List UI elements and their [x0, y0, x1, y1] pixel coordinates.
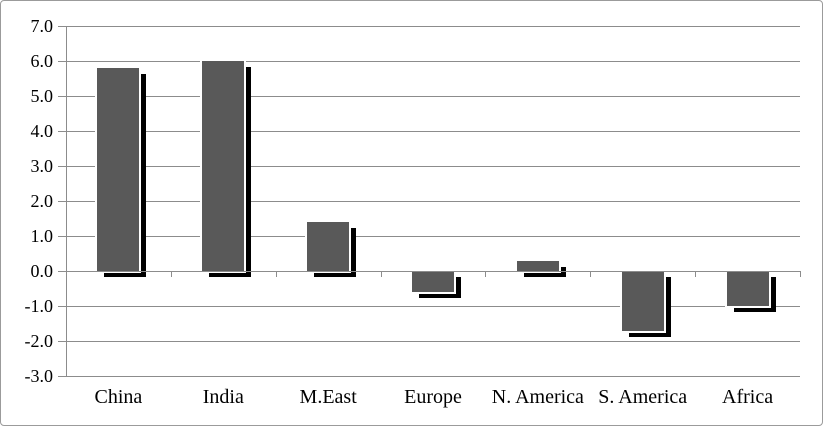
x-axis-tick	[66, 271, 67, 277]
gridline	[66, 166, 800, 167]
x-axis-category-label: N. America	[491, 386, 584, 408]
y-axis-tick-label: 7.0	[30, 16, 54, 36]
x-axis-tick	[275, 271, 277, 277]
bar-china	[95, 66, 142, 273]
y-axis-tick	[58, 201, 66, 202]
bar-europe	[410, 269, 456, 294]
gridline	[66, 131, 800, 132]
x-axis-category-label: China	[94, 386, 143, 408]
y-axis-tick	[58, 166, 66, 167]
y-axis-tick	[58, 376, 66, 377]
x-axis-category-label: S. America	[598, 386, 688, 408]
y-axis-tick-label: 0.0	[30, 261, 54, 281]
y-axis-tick	[58, 26, 66, 27]
y-axis-tick	[58, 306, 66, 307]
gridline	[66, 201, 800, 202]
bar-n-america	[514, 258, 561, 273]
zero-axis-line	[66, 271, 800, 272]
bar-india	[200, 59, 247, 273]
gridline	[66, 96, 800, 97]
y-axis-tick	[58, 131, 66, 132]
y-axis-tick	[58, 271, 66, 272]
y-axis-tick-label: 1.0	[30, 226, 54, 246]
y-axis-tick-label: 6.0	[30, 51, 54, 71]
y-axis-tick-label: -2.0	[24, 331, 54, 351]
y-axis-tick-label: 3.0	[30, 156, 54, 176]
gridline	[66, 306, 800, 307]
gridline	[66, 341, 800, 342]
y-axis-tick	[58, 96, 66, 97]
x-axis-category-label: Europe	[404, 386, 462, 408]
x-axis-tick	[590, 271, 592, 277]
x-axis-category-label: India	[202, 386, 244, 408]
y-axis-tick	[58, 341, 66, 342]
gridline	[66, 61, 800, 62]
y-axis-tick	[58, 61, 66, 62]
x-axis-tick	[485, 271, 487, 277]
x-axis-category-label: Africa	[722, 386, 774, 408]
y-axis-tick-label: 5.0	[30, 86, 54, 106]
y-axis-tick-label: 2.0	[30, 191, 54, 211]
x-axis-tick	[800, 271, 801, 277]
y-axis-tick	[58, 236, 66, 237]
gridline	[66, 26, 800, 27]
x-axis-category-label: M.East	[299, 386, 357, 408]
bar-africa	[724, 269, 771, 308]
gridline	[66, 376, 800, 377]
gridline	[66, 236, 800, 237]
y-axis-line	[66, 26, 67, 376]
x-axis-tick	[380, 271, 382, 277]
x-axis-tick	[695, 271, 697, 277]
y-axis-tick-label: 4.0	[30, 121, 54, 141]
bar-s-america	[619, 269, 666, 333]
x-axis-tick	[170, 271, 172, 277]
y-axis-tick-label: -1.0	[24, 296, 54, 316]
y-axis-tick-label: -3.0	[24, 366, 54, 386]
bar-m-east	[305, 220, 352, 273]
